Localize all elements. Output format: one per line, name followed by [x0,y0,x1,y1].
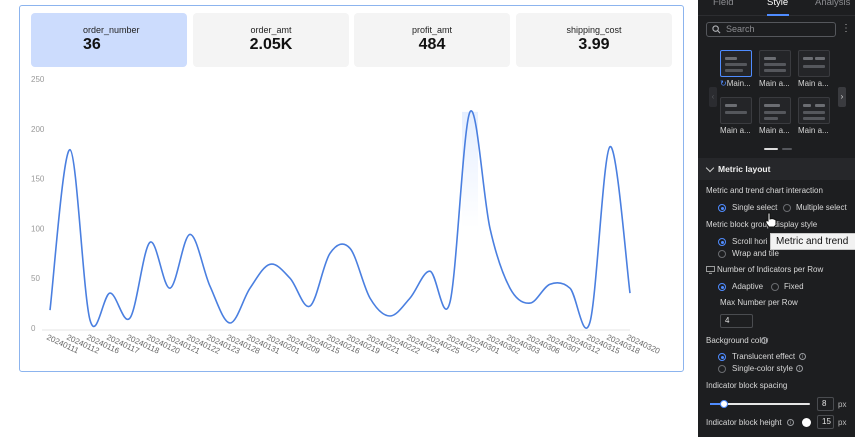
pager-dot[interactable] [782,148,792,150]
fixed-label[interactable]: Fixed [784,282,804,291]
spacing-slider-fill [710,403,724,405]
trend-chart[interactable]: 0501001502002502024011120240112202401162… [0,0,698,437]
multiple-select-radio[interactable] [783,204,791,212]
background-color-label: Background color [706,336,769,345]
tab-underline [767,14,789,16]
tab-style[interactable]: Style [767,0,789,8]
max-per-row-input[interactable]: 4 [720,314,753,328]
layout-thumbnail-label: Main a... [720,126,751,135]
thumbnail-next-button[interactable]: › [838,87,846,107]
spacing-slider-handle[interactable] [720,400,728,408]
height-unit: px [838,418,847,427]
spacing-label: Indicator block spacing [706,381,788,390]
single-color-radio[interactable] [718,365,726,373]
spacing-unit: px [838,400,847,409]
fixed-radio[interactable] [771,283,779,291]
wrap-and-tile-radio[interactable] [718,250,726,258]
metric-value: 2.05K [249,36,293,53]
y-tick-label: 150 [31,175,45,184]
display-style-label: Metric block group display style [706,220,818,229]
panel-tabs: Field Style Analysis [698,0,855,16]
metric-block-order-number[interactable]: order_number 36 [31,13,187,67]
metric-label: profit_amt [411,25,453,35]
section-title: Metric layout [718,164,771,174]
metric-block-shipping-cost[interactable]: shipping_cost 3.99 [516,13,672,67]
thumbnail-prev-button[interactable]: ‹ [709,87,717,107]
height-label: Indicator block height [706,418,782,427]
translucent-label[interactable]: Translucent effect [732,352,796,361]
y-tick-label: 100 [31,224,45,233]
indicators-per-row-label: Number of Indicators per Row [717,265,824,274]
single-select-radio[interactable] [718,204,726,212]
metric-label: order_number [83,25,140,35]
height-input[interactable]: 15 [817,415,834,429]
metric-block-order-amt[interactable]: order_amt 2.05K [193,13,349,67]
layout-thumbnail[interactable] [798,97,830,124]
layout-thumbnail[interactable] [759,97,791,124]
layout-thumbnail[interactable] [759,50,791,77]
monitor-icon [706,266,715,274]
metric-block-profit-amt[interactable]: profit_amt 484 [354,13,510,67]
canvas: order_number 36 order_amt 2.05K profit_a… [0,0,698,437]
metric-label: shipping_cost [566,25,622,35]
info-icon[interactable]: i [799,353,806,360]
max-per-row-label: Max Number per Row [720,298,798,307]
search-input[interactable]: Search [706,22,836,37]
interaction-label: Metric and trend chart interaction [706,186,823,195]
layout-thumbnail[interactable] [720,97,752,124]
layout-thumbnail-label: Main a... [759,126,790,135]
info-icon[interactable]: i [787,419,794,426]
layout-thumbnail-label: Main a... [759,79,790,88]
more-options-icon[interactable]: ⋮ [841,23,851,34]
peak-highlight [462,111,478,228]
adaptive-label[interactable]: Adaptive [732,282,764,291]
spacing-input[interactable]: 8 [817,397,834,411]
metric-trend-card[interactable]: order_number 36 order_amt 2.05K profit_a… [19,5,684,372]
metric-label: order_amt [250,25,292,35]
chevron-down-icon [705,163,715,173]
adaptive-radio[interactable] [718,283,726,291]
single-color-label[interactable]: Single-color style [732,364,793,373]
hand-cursor-icon [765,212,777,228]
multiple-select-label[interactable]: Multiple select [796,203,847,212]
layout-thumbnail-label: Main a... [798,79,829,88]
spacing-slider-track[interactable] [710,400,810,408]
y-tick-label: 200 [31,125,45,134]
metric-value: 484 [418,36,446,53]
series-line[interactable] [49,110,631,329]
scroll-horizontal-label[interactable]: Scroll hori [732,237,768,246]
style-panel: Field Style Analysis Search ⋮ ‹ › ↻Main.… [698,0,855,437]
metric-value: 3.99 [578,36,610,53]
layout-thumbnail-label: Main a... [798,126,829,135]
y-tick-label: 0 [31,324,36,333]
tooltip: Metric and trend [770,233,855,250]
translucent-radio[interactable] [718,353,726,361]
layout-thumbnail-label: ↻Main... [720,79,751,88]
search-placeholder: Search [726,24,755,34]
y-tick-label: 250 [31,75,45,84]
single-select-label[interactable]: Single select [732,203,778,212]
metric-value: 36 [83,36,101,53]
tab-analysis[interactable]: Analysis [815,0,851,8]
height-toggle-knob[interactable] [802,418,811,427]
search-icon [712,25,721,34]
info-icon[interactable]: i [761,337,768,344]
tab-field[interactable]: Field [713,0,734,8]
layout-thumbnail[interactable] [798,50,830,77]
pager-dot-active[interactable] [764,148,778,150]
y-tick-label: 50 [31,274,40,283]
refresh-icon: ↻ [720,79,727,88]
metric-layout-section-header[interactable]: Metric layout [698,158,855,180]
wrap-and-tile-label[interactable]: Wrap and tile [732,249,779,258]
scroll-horizontal-radio[interactable] [718,238,726,246]
layout-thumbnail[interactable] [720,50,752,77]
info-icon[interactable]: i [796,365,803,372]
